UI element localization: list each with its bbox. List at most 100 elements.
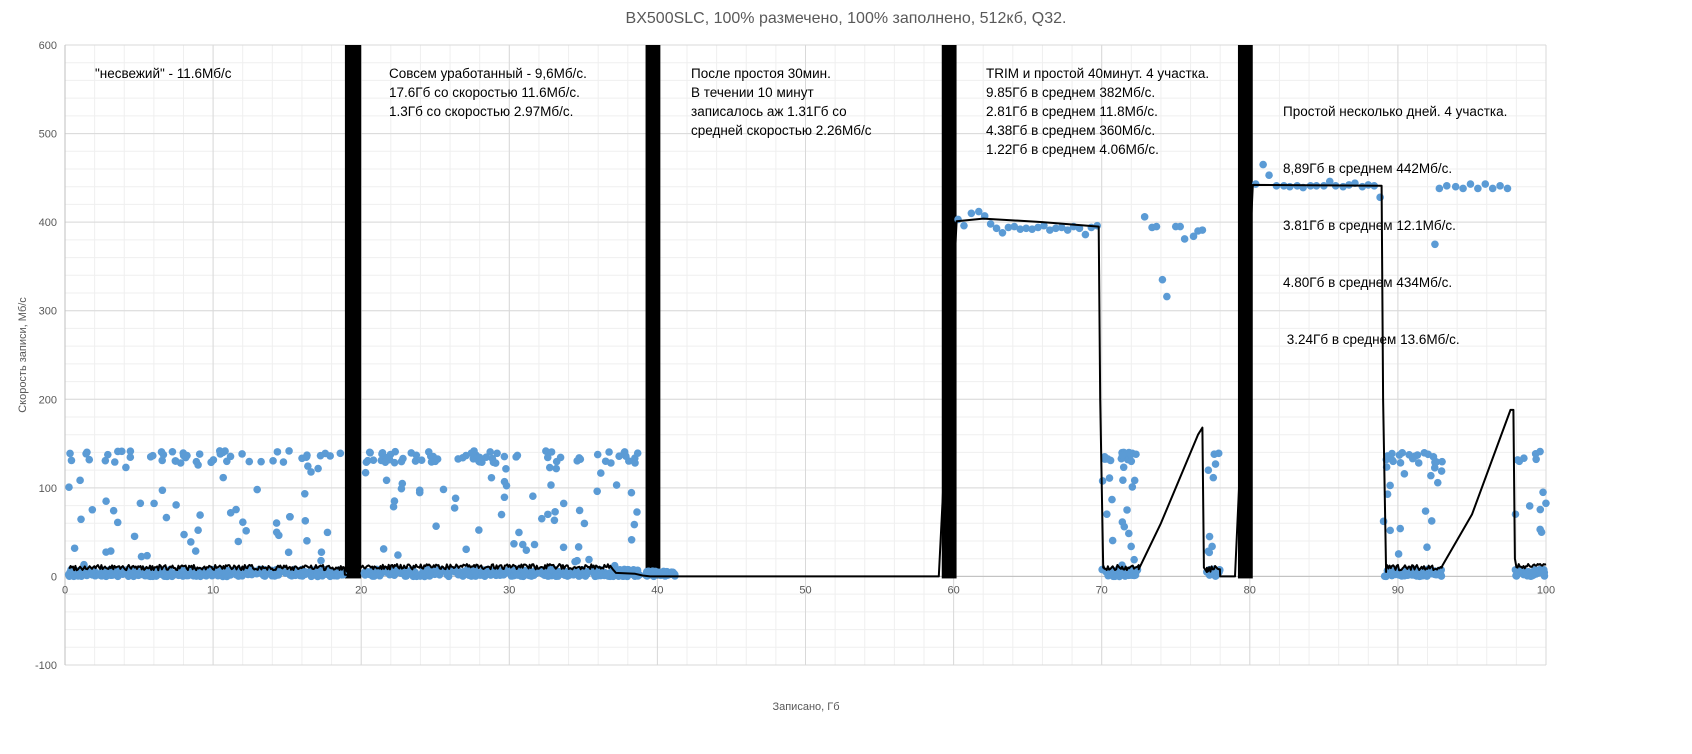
annotation-idle-days: Простой несколько дней. 4 участка. 8,89Г…: [1283, 64, 1507, 368]
y-tick-label: 0: [51, 571, 57, 583]
data-point: [180, 530, 188, 539]
data-point: [1437, 467, 1446, 475]
data-point: [1386, 481, 1394, 490]
data-point: [451, 494, 460, 503]
annotation-line: TRIM и простой 40минут. 4 участка.: [986, 66, 1210, 81]
data-point: [487, 569, 495, 578]
data-point: [1427, 471, 1435, 480]
data-point: [194, 526, 202, 534]
x-tick-label: 80: [1244, 584, 1256, 596]
data-point: [559, 543, 568, 552]
data-point: [192, 457, 201, 466]
data-point: [1325, 177, 1334, 186]
data-point: [569, 570, 577, 579]
data-point: [631, 459, 639, 467]
data-point: [1433, 478, 1442, 487]
annotation-line: 3.81Гб в среднем 12.1Мб/с.: [1283, 218, 1456, 233]
annotation-line: 8,89Гб в среднем 442Мб/с.: [1283, 161, 1453, 176]
data-point: [1205, 571, 1214, 579]
data-point: [113, 518, 122, 527]
annotation-trim: TRIM и простой 40минут. 4 участка. 9.85Г…: [986, 64, 1209, 159]
data-point: [574, 543, 583, 551]
separator-bar: [344, 45, 362, 579]
data-point: [126, 447, 135, 455]
data-point: [187, 538, 195, 546]
annotation-fresh: "несвежий" - 11.6Мб/с: [95, 64, 232, 83]
data-point: [425, 572, 434, 580]
data-point: [101, 456, 110, 465]
annotation-line: 2.81Гб в среднем 11.8Мб/с.: [986, 104, 1158, 119]
data-point: [67, 456, 76, 465]
data-point: [326, 571, 335, 579]
data-point: [209, 456, 218, 464]
x-tick-label: 50: [799, 584, 811, 596]
data-point: [117, 447, 126, 456]
data-point: [300, 489, 309, 498]
data-point: [459, 453, 467, 462]
data-point: [1437, 572, 1446, 580]
data-point: [390, 497, 399, 505]
data-point: [602, 571, 610, 579]
data-point: [1423, 572, 1431, 580]
annotation-line: 4.80Гб в среднем 434Мб/с.: [1283, 275, 1453, 290]
data-point: [196, 511, 204, 519]
data-point: [522, 546, 531, 555]
data-point: [1539, 488, 1547, 497]
x-tick-label: 30: [503, 584, 515, 596]
data-point: [1386, 526, 1394, 535]
data-point: [412, 451, 421, 460]
data-point: [1028, 225, 1036, 234]
data-point: [326, 452, 334, 460]
data-point: [500, 493, 509, 502]
data-point: [1408, 454, 1417, 463]
y-tick-label: 500: [39, 129, 57, 141]
data-point: [136, 499, 145, 508]
data-point: [1265, 171, 1273, 179]
data-point: [556, 453, 565, 462]
data-point: [301, 517, 310, 525]
x-tick-label: 90: [1392, 584, 1404, 596]
data-point: [1442, 182, 1451, 190]
annotation-line: 1.22Гб в среднем 4.06Мб/с.: [986, 142, 1159, 157]
data-point: [130, 532, 139, 541]
data-point: [163, 571, 172, 579]
data-point: [1125, 529, 1133, 538]
data-point: [967, 209, 976, 218]
y-axis-label: Скорость записи, Мб/с: [17, 297, 29, 413]
data-point: [85, 455, 94, 464]
annotation-worn: Совсем уработанный - 9,6Мб/с. 17.6Гб со …: [389, 64, 587, 121]
data-point: [1163, 292, 1171, 301]
data-point: [1108, 495, 1116, 504]
line-series: [68, 183, 1547, 578]
data-point: [1204, 466, 1213, 474]
data-point: [132, 568, 141, 577]
data-point: [1130, 555, 1138, 564]
data-point: [1127, 542, 1135, 551]
data-point: [285, 447, 293, 455]
annotation-line: средней скоростью 2.26Мб/с: [691, 123, 872, 138]
data-point: [1537, 528, 1546, 536]
data-point: [304, 462, 312, 470]
data-point: [1016, 225, 1025, 234]
data-point: [1118, 451, 1127, 459]
data-point: [531, 567, 539, 575]
data-point: [581, 568, 590, 576]
data-point: [1430, 464, 1439, 472]
y-tick-label: 600: [39, 40, 57, 52]
data-point: [547, 481, 555, 489]
data-point: [1496, 182, 1504, 190]
data-point: [180, 451, 189, 460]
data-point: [1525, 502, 1534, 510]
annotation-line: После простоя 30мин.: [691, 66, 831, 81]
data-point: [1427, 517, 1436, 525]
data-point: [974, 207, 983, 216]
data-point: [462, 545, 470, 554]
data-point: [475, 526, 483, 534]
data-point: [316, 451, 325, 460]
data-point: [630, 520, 639, 529]
annotation-line: записалось аж 1.31Гб со: [691, 104, 847, 119]
data-point: [513, 571, 522, 579]
y-tick-label: 200: [39, 394, 57, 406]
x-tick-label: 40: [651, 584, 663, 596]
data-point: [77, 515, 85, 524]
